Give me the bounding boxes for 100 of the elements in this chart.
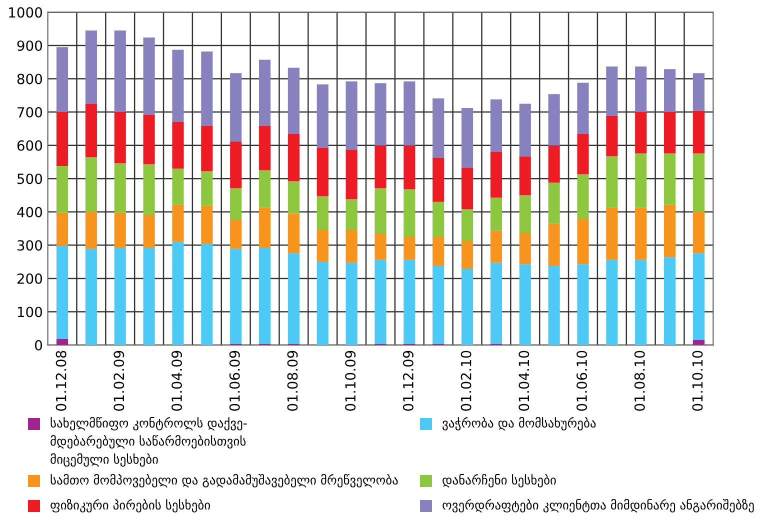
y-tick-label: 300 [17, 240, 42, 251]
bar [404, 236, 416, 260]
bar [56, 112, 68, 166]
bar [606, 116, 618, 156]
x-tick-label: 01.06.10 [576, 350, 588, 411]
bar [346, 230, 358, 263]
bar [692, 212, 704, 254]
y-tick-label: 100 [18, 306, 42, 318]
y-tick-label: 200 [17, 273, 42, 284]
y-tick-label: 700 [18, 107, 42, 118]
bar [577, 174, 589, 219]
bar [56, 212, 68, 246]
bar [404, 189, 416, 237]
bar [606, 260, 618, 346]
bar [114, 212, 126, 248]
bar [172, 204, 184, 242]
bar [172, 122, 184, 169]
bar [404, 145, 416, 190]
y-tick-label: 1000 [9, 7, 42, 18]
bar [432, 265, 444, 344]
bar [432, 236, 444, 266]
bar [316, 261, 328, 346]
bar [201, 206, 213, 244]
bar [490, 230, 502, 263]
bar [288, 181, 300, 214]
bar [114, 163, 126, 213]
bar [490, 152, 502, 198]
bar [577, 218, 589, 264]
bar [288, 253, 300, 344]
x-tick-label: 01.02.10 [460, 350, 472, 411]
bar [258, 248, 271, 344]
bar [85, 104, 97, 158]
bar [288, 68, 300, 134]
bar [519, 156, 531, 196]
bar [85, 212, 97, 249]
bar [692, 253, 704, 340]
bar [346, 262, 358, 346]
bar [664, 204, 676, 258]
y-tick-label: 900 [17, 40, 42, 51]
legend-label: ფიზიკური პირების სესხები [50, 499, 210, 512]
bar [316, 230, 328, 262]
bar [374, 234, 386, 260]
x-tick-label: 01.12.09 [402, 350, 414, 411]
bar [577, 82, 589, 134]
bar [56, 246, 68, 340]
bar [664, 153, 676, 205]
bar [230, 73, 242, 142]
bar [519, 195, 531, 233]
bar [432, 158, 444, 202]
bar [692, 110, 704, 154]
bar [288, 134, 300, 182]
bar [432, 202, 444, 237]
bar [258, 126, 271, 170]
bar [143, 115, 155, 164]
bar [258, 60, 271, 126]
bar [114, 30, 126, 112]
bar [143, 37, 155, 116]
bar [664, 69, 676, 112]
bar [548, 182, 560, 224]
bar [201, 51, 213, 126]
bar [490, 198, 502, 231]
bar [143, 248, 155, 346]
x-tick-label: 01.02.09 [114, 350, 124, 411]
bar [606, 156, 618, 208]
y-tick-label: 0 [35, 340, 42, 351]
bar [346, 199, 358, 230]
y-tick-label: 600 [17, 140, 42, 151]
bar [606, 208, 618, 260]
bar [490, 99, 502, 152]
bar [692, 340, 704, 346]
legend-label: სამთო მომპოვებელი და გადამამუშავებელი მრეწველობა [50, 474, 398, 488]
bar [374, 83, 386, 146]
bar [432, 98, 444, 158]
bar [346, 81, 358, 150]
bar [143, 164, 155, 215]
bar [490, 262, 502, 344]
bar [114, 248, 126, 346]
bar [404, 260, 416, 344]
bar [635, 153, 647, 208]
bar [577, 264, 589, 346]
bar [635, 112, 647, 154]
bar [230, 248, 242, 344]
bar [461, 209, 474, 241]
bar [316, 148, 328, 196]
bar [85, 30, 97, 104]
bar [461, 268, 474, 346]
x-tick-label: 01.08.09 [287, 350, 298, 411]
bar [316, 196, 328, 230]
bar [56, 47, 68, 112]
bar [519, 232, 531, 264]
bar [548, 265, 560, 346]
x-tick-label: 01.06.09 [229, 350, 240, 411]
x-tick-label: 01.10.10 [692, 350, 703, 411]
bar [258, 170, 271, 208]
bar [635, 260, 647, 346]
bar [635, 66, 647, 112]
x-tick-label: 01.04.09 [172, 350, 182, 411]
bar [201, 171, 213, 206]
bar [85, 157, 97, 212]
bar [143, 214, 155, 248]
